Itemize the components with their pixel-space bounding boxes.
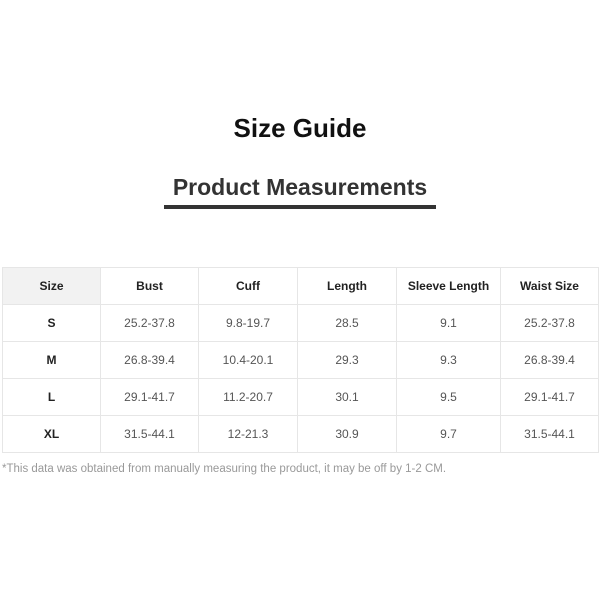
table-header-row: Size Bust Cuff Length Sleeve Length Wais… xyxy=(2,267,599,305)
measurement-cell: 29.3 xyxy=(297,341,397,379)
measurement-cell: 26.8-39.4 xyxy=(100,341,199,379)
measurement-cell: 30.1 xyxy=(297,378,397,416)
page-title: Size Guide xyxy=(233,113,367,143)
size-cell: M xyxy=(2,341,101,379)
table-row: L 29.1-41.7 11.2-20.7 30.1 9.5 29.1-41.7 xyxy=(2,378,599,416)
measurement-cell: 10.4-20.1 xyxy=(198,341,298,379)
header-bust: Bust xyxy=(100,267,199,305)
header-waist-size: Waist Size xyxy=(500,267,599,305)
measurement-cell: 9.5 xyxy=(396,378,501,416)
measurement-cell: 9.7 xyxy=(396,415,501,453)
measurement-cell: 9.1 xyxy=(396,304,501,342)
table-row: XL 31.5-44.1 12-21.3 30.9 9.7 31.5-44.1 xyxy=(2,415,599,453)
header-cuff: Cuff xyxy=(198,267,298,305)
table-row: S 25.2-37.8 9.8-19.7 28.5 9.1 25.2-37.8 xyxy=(2,304,599,342)
measurement-cell: 26.8-39.4 xyxy=(500,341,599,379)
table-row: M 26.8-39.4 10.4-20.1 29.3 9.3 26.8-39.4 xyxy=(2,341,599,379)
subtitle-underline xyxy=(164,205,436,209)
measurement-cell: 9.8-19.7 xyxy=(198,304,298,342)
measurement-cell: 25.2-37.8 xyxy=(500,304,599,342)
measurement-cell: 28.5 xyxy=(297,304,397,342)
measurement-cell: 12-21.3 xyxy=(198,415,298,453)
measurement-cell: 30.9 xyxy=(297,415,397,453)
size-cell: S xyxy=(2,304,101,342)
header-sleeve-length: Sleeve Length xyxy=(396,267,501,305)
measurement-cell: 25.2-37.8 xyxy=(100,304,199,342)
header-size: Size xyxy=(2,267,101,305)
measurement-cell: 9.3 xyxy=(396,341,501,379)
measurement-cell: 31.5-44.1 xyxy=(500,415,599,453)
section-subtitle: Product Measurements xyxy=(172,174,428,200)
size-cell: XL xyxy=(2,415,101,453)
measurement-note: *This data was obtained from manually me… xyxy=(2,463,447,475)
measurement-cell: 31.5-44.1 xyxy=(100,415,199,453)
size-cell: L xyxy=(2,378,101,416)
measurement-cell: 29.1-41.7 xyxy=(500,378,599,416)
measurement-cell: 11.2-20.7 xyxy=(198,378,298,416)
measurement-cell: 29.1-41.7 xyxy=(100,378,199,416)
size-table: Size Bust Cuff Length Sleeve Length Wais… xyxy=(2,267,599,453)
header-length: Length xyxy=(297,267,397,305)
